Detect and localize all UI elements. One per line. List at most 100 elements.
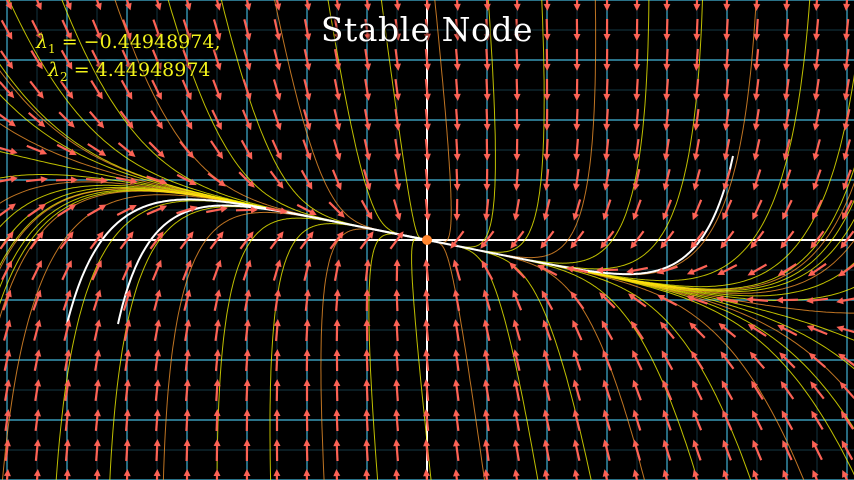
- field-arrow-head: [124, 379, 131, 387]
- field-arrow-shaft: [0, 50, 12, 67]
- field-arrow-shaft: [815, 48, 820, 68]
- field-arrow: [209, 140, 224, 160]
- field-arrow-head: [184, 349, 191, 357]
- field-arrow-head: [423, 259, 431, 267]
- field-arrow-head: [423, 379, 431, 387]
- field-arrow-head: [5, 289, 12, 298]
- field-arrow-shaft: [303, 79, 310, 98]
- field-arrow: [243, 19, 252, 41]
- field-arrow-shaft: [34, 412, 39, 432]
- field-arrow: [512, 319, 522, 341]
- field-arrow-head: [692, 183, 700, 191]
- field-arrow-head: [393, 319, 401, 327]
- field-arrow: [782, 469, 789, 480]
- field-arrow: [91, 260, 102, 281]
- field-arrow-head: [125, 62, 132, 71]
- field-arrow: [512, 469, 520, 480]
- field-arrow-head: [692, 212, 699, 221]
- field-arrow: [58, 111, 75, 128]
- field-arrow-head: [840, 241, 848, 249]
- field-arrow: [753, 18, 761, 41]
- field-arrow: [783, 18, 791, 41]
- field-arrow-head: [690, 241, 698, 249]
- field-arrow-head: [781, 410, 789, 419]
- field-arrow-head: [842, 182, 849, 191]
- field-arrow-shaft: [124, 352, 130, 372]
- field-arrow-head: [333, 319, 341, 327]
- field-arrow: [0, 231, 14, 250]
- field-arrow-head: [364, 182, 372, 191]
- field-arrow: [480, 230, 495, 249]
- lambda2-value: = 4.44948974: [67, 59, 211, 81]
- field-arrow-shaft: [663, 199, 673, 217]
- field-arrow-head: [123, 439, 131, 447]
- field-arrow-head: [572, 183, 580, 191]
- field-arrow: [423, 48, 431, 71]
- field-arrow: [752, 439, 763, 461]
- streamline: [0, 190, 421, 305]
- field-arrow-head: [453, 63, 461, 71]
- field-arrow-head: [153, 469, 161, 477]
- field-arrow: [182, 49, 192, 71]
- field-arrow: [125, 0, 132, 11]
- field-arrow: [33, 469, 41, 480]
- field-arrow-head: [513, 153, 521, 161]
- field-arrow-shaft: [573, 353, 582, 371]
- field-arrow: [364, 78, 372, 101]
- field-arrow: [572, 409, 581, 431]
- field-arrow-head: [304, 93, 312, 101]
- field-arrow-shaft: [841, 384, 854, 399]
- field-arrow-head: [716, 295, 724, 303]
- field-arrow: [572, 469, 580, 480]
- field-arrow-head: [214, 289, 222, 297]
- field-arrow-head: [632, 183, 640, 191]
- field-arrow-head: [243, 439, 251, 446]
- field-arrow-shaft: [784, 108, 791, 128]
- field-arrow-shaft: [603, 199, 612, 217]
- field-arrow-head: [244, 3, 252, 11]
- field-arrow-head: [663, 33, 671, 41]
- field-arrow-shaft: [212, 49, 221, 68]
- field-arrow-head: [573, 93, 581, 101]
- field-arrow-head: [720, 351, 728, 359]
- field-arrow: [686, 264, 708, 275]
- field-arrow-head: [513, 183, 521, 191]
- field-arrow-shaft: [214, 322, 220, 342]
- field-arrow-shaft: [92, 292, 101, 311]
- field-arrow: [842, 199, 853, 220]
- field-arrow: [812, 169, 822, 191]
- field-arrow: [393, 439, 401, 462]
- field-arrow-head: [244, 62, 252, 71]
- field-arrow-head: [214, 62, 222, 71]
- field-arrow-shaft: [394, 18, 399, 38]
- field-arrow-head: [94, 289, 102, 298]
- field-arrow: [662, 138, 670, 161]
- field-arrow: [573, 0, 581, 11]
- field-arrow-head: [573, 153, 581, 161]
- field-arrow: [119, 231, 134, 250]
- field-arrow-head: [632, 350, 639, 358]
- field-arrow: [213, 379, 221, 402]
- field-arrow: [781, 410, 794, 431]
- field-arrow-head: [722, 469, 729, 478]
- field-arrow-shaft: [635, 108, 640, 128]
- field-arrow-shaft: [661, 323, 675, 340]
- field-arrow: [540, 230, 555, 249]
- field-arrow-head: [333, 439, 341, 447]
- field-arrow-shaft: [4, 412, 10, 432]
- field-arrow: [779, 352, 796, 369]
- field-arrow: [122, 289, 132, 311]
- field-arrow-head: [185, 259, 192, 268]
- field-arrow: [450, 230, 465, 249]
- field-arrow: [722, 169, 732, 191]
- field-arrow: [753, 48, 761, 71]
- field-arrow-shaft: [725, 18, 729, 38]
- field-arrow-head: [779, 352, 787, 360]
- field-arrow-head: [280, 207, 288, 215]
- field-arrow: [780, 381, 795, 400]
- field-arrow-head: [600, 241, 608, 249]
- field-arrow: [692, 469, 700, 480]
- field-arrow-shaft: [93, 322, 100, 341]
- field-arrow-head: [244, 319, 251, 327]
- field-arrow-head: [334, 93, 342, 101]
